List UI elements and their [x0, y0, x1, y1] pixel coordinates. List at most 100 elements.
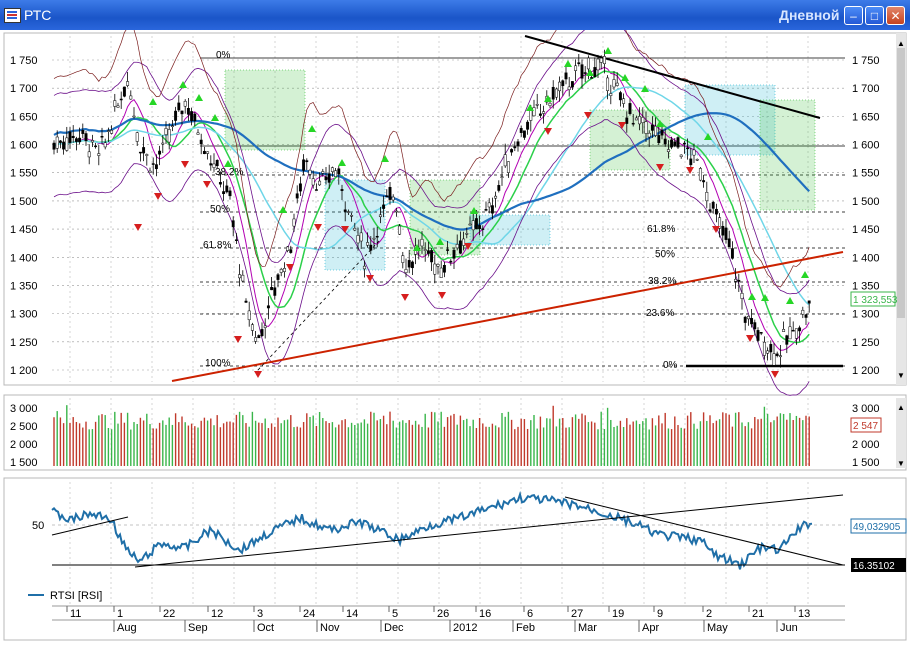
candle-body [65, 137, 69, 151]
up-arrow-icon [279, 206, 287, 213]
price-tick-label: 1 300 [10, 309, 38, 321]
candle-body [503, 154, 507, 167]
legend-label: RTSI [RSI] [50, 590, 102, 602]
month-label: Dec [384, 622, 404, 634]
candle-body [442, 264, 446, 273]
candle-body [276, 274, 280, 280]
down-arrow-icon [771, 371, 779, 378]
close-button[interactable]: ✕ [886, 6, 905, 25]
candle-body [654, 125, 658, 136]
price-tick-label: 1 250 [10, 337, 38, 349]
candle-body [190, 111, 194, 121]
candle-body [330, 167, 334, 172]
scroll-up-arrow[interactable]: ▲ [897, 39, 905, 48]
candle-body [119, 98, 123, 101]
candle-body [756, 330, 760, 341]
up-arrow-icon [641, 85, 649, 92]
candle-body [372, 237, 376, 240]
candle-body [212, 163, 216, 168]
price-tick-label: 1 650 [852, 111, 880, 123]
candle-body [497, 185, 501, 191]
volume-scrollbar[interactable] [896, 398, 906, 468]
candle-body [622, 98, 626, 104]
candle-body [129, 95, 133, 100]
candle-body [334, 170, 338, 177]
candle-body [228, 190, 232, 197]
scroll-down-arrow[interactable]: ▼ [897, 371, 905, 380]
candle-body [692, 149, 696, 156]
candle-body [625, 117, 629, 124]
month-label: Oct [257, 622, 274, 634]
volume-scroll-up-arrow[interactable]: ▲ [897, 403, 905, 412]
title-bar: РТС Дневной – □ ✕ [0, 0, 910, 30]
signal-arrows [134, 47, 809, 378]
candle-body [177, 102, 181, 111]
fibonacci-labels: 0% 38.2% 50% 61.8% 100% 61.8% 50% 38.2% 23.6% 0% [203, 50, 678, 371]
up-arrow-icon [761, 294, 769, 301]
candle-body [401, 255, 405, 263]
candle-body [186, 108, 190, 115]
candle-body [164, 128, 168, 135]
maximize-button[interactable]: □ [865, 6, 884, 25]
lower-envelope-line [53, 119, 810, 396]
candle-body [548, 102, 552, 106]
day-label: 2 [706, 608, 712, 620]
up-arrow-icon [656, 120, 664, 127]
candle-body [260, 329, 264, 337]
candle-body [449, 260, 453, 263]
candle-body [100, 135, 104, 138]
month-label: Sep [188, 622, 208, 634]
candle-body [206, 151, 210, 154]
candle-body [241, 274, 245, 282]
down-arrow-icon [464, 243, 472, 250]
candle-body [87, 151, 91, 158]
candle-body [103, 142, 107, 148]
down-arrow-icon [686, 167, 694, 174]
candle-body [695, 159, 699, 161]
candle-body [484, 209, 488, 211]
price-axis: 1 750 1 750 1 700 1 700 1 650 1 650 1 600 1 600… [10, 55, 880, 377]
month-label: May [707, 622, 728, 634]
price-scroll-thumb[interactable] [897, 48, 905, 318]
candle-body [420, 238, 424, 247]
candle-body [68, 131, 72, 143]
fib-left-label: 61.8% [203, 240, 231, 251]
fib-right-label: 23.6% [646, 308, 674, 319]
up-arrow-icon [224, 160, 232, 167]
rsi-trendline [134, 494, 844, 568]
candle-body [151, 163, 155, 165]
candle-body [343, 209, 347, 212]
rsi-level-label: 50 [32, 520, 44, 532]
candle-body [362, 265, 366, 270]
minimize-button[interactable]: – [844, 6, 863, 25]
candle-body [510, 149, 514, 153]
candle-body [385, 195, 389, 198]
candle-body [561, 80, 565, 87]
candle-body [350, 215, 354, 217]
candle-body [759, 332, 763, 334]
candle-body [506, 161, 510, 173]
candle-body [126, 81, 130, 86]
last-volume-tag [850, 417, 882, 433]
price-tick-label: 1 500 [10, 196, 38, 208]
last-price-label: 1 323,553 [853, 295, 898, 306]
candle-body [698, 168, 702, 181]
candle-body [516, 141, 520, 146]
candle-body [711, 201, 715, 209]
volume-scroll-down-arrow[interactable]: ▼ [897, 459, 905, 468]
candle-body [730, 248, 734, 259]
candle-body [570, 81, 574, 88]
candle-body [308, 169, 312, 175]
candle-body [167, 129, 171, 143]
lagging-line [53, 30, 810, 288]
candle-body [404, 269, 408, 273]
candle-body [142, 147, 146, 154]
timeframe-label[interactable]: Дневной [779, 7, 840, 23]
candle-body [257, 335, 261, 339]
volume-bars [53, 405, 810, 466]
candle-body [446, 249, 450, 251]
candle-body [202, 150, 206, 155]
candle-body [289, 249, 293, 253]
up-arrow-icon [604, 47, 612, 54]
